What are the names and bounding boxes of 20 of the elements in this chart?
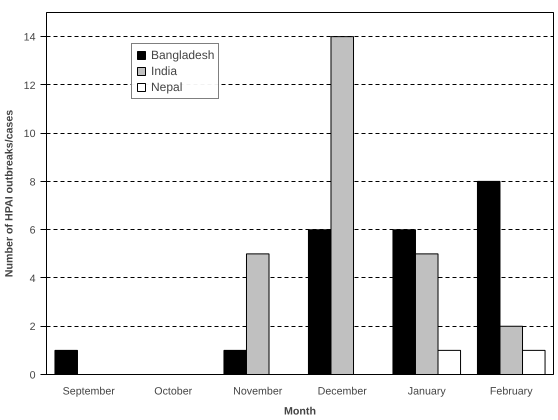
y-tick-label: 6 (30, 224, 36, 237)
y-axis-title: Number of HPAI outbreaks/cases (4, 110, 16, 278)
bar (54, 350, 78, 374)
x-tick-label: December (318, 386, 368, 398)
y-tick-label: 2 (30, 321, 36, 334)
y-tick-label: 10 (24, 128, 36, 140)
y-tick-label: 0 (30, 370, 36, 382)
y-tick-label: 8 (30, 176, 36, 188)
x-tick-label: October (154, 386, 193, 398)
y-tick-label: 12 (24, 80, 36, 92)
x-tick-label: November (233, 386, 283, 398)
legend-label: Bangladesh (151, 48, 214, 62)
legend-label: India (151, 64, 178, 78)
x-tick-label: February (490, 386, 534, 398)
x-axis-title: Month (284, 406, 316, 418)
x-tick-label: September (62, 386, 116, 398)
y-tick-label: 4 (30, 272, 36, 285)
y-tick-label: 14 (24, 32, 36, 44)
x-tick-label: January (408, 386, 446, 398)
legend-label: Nepal (151, 80, 182, 94)
